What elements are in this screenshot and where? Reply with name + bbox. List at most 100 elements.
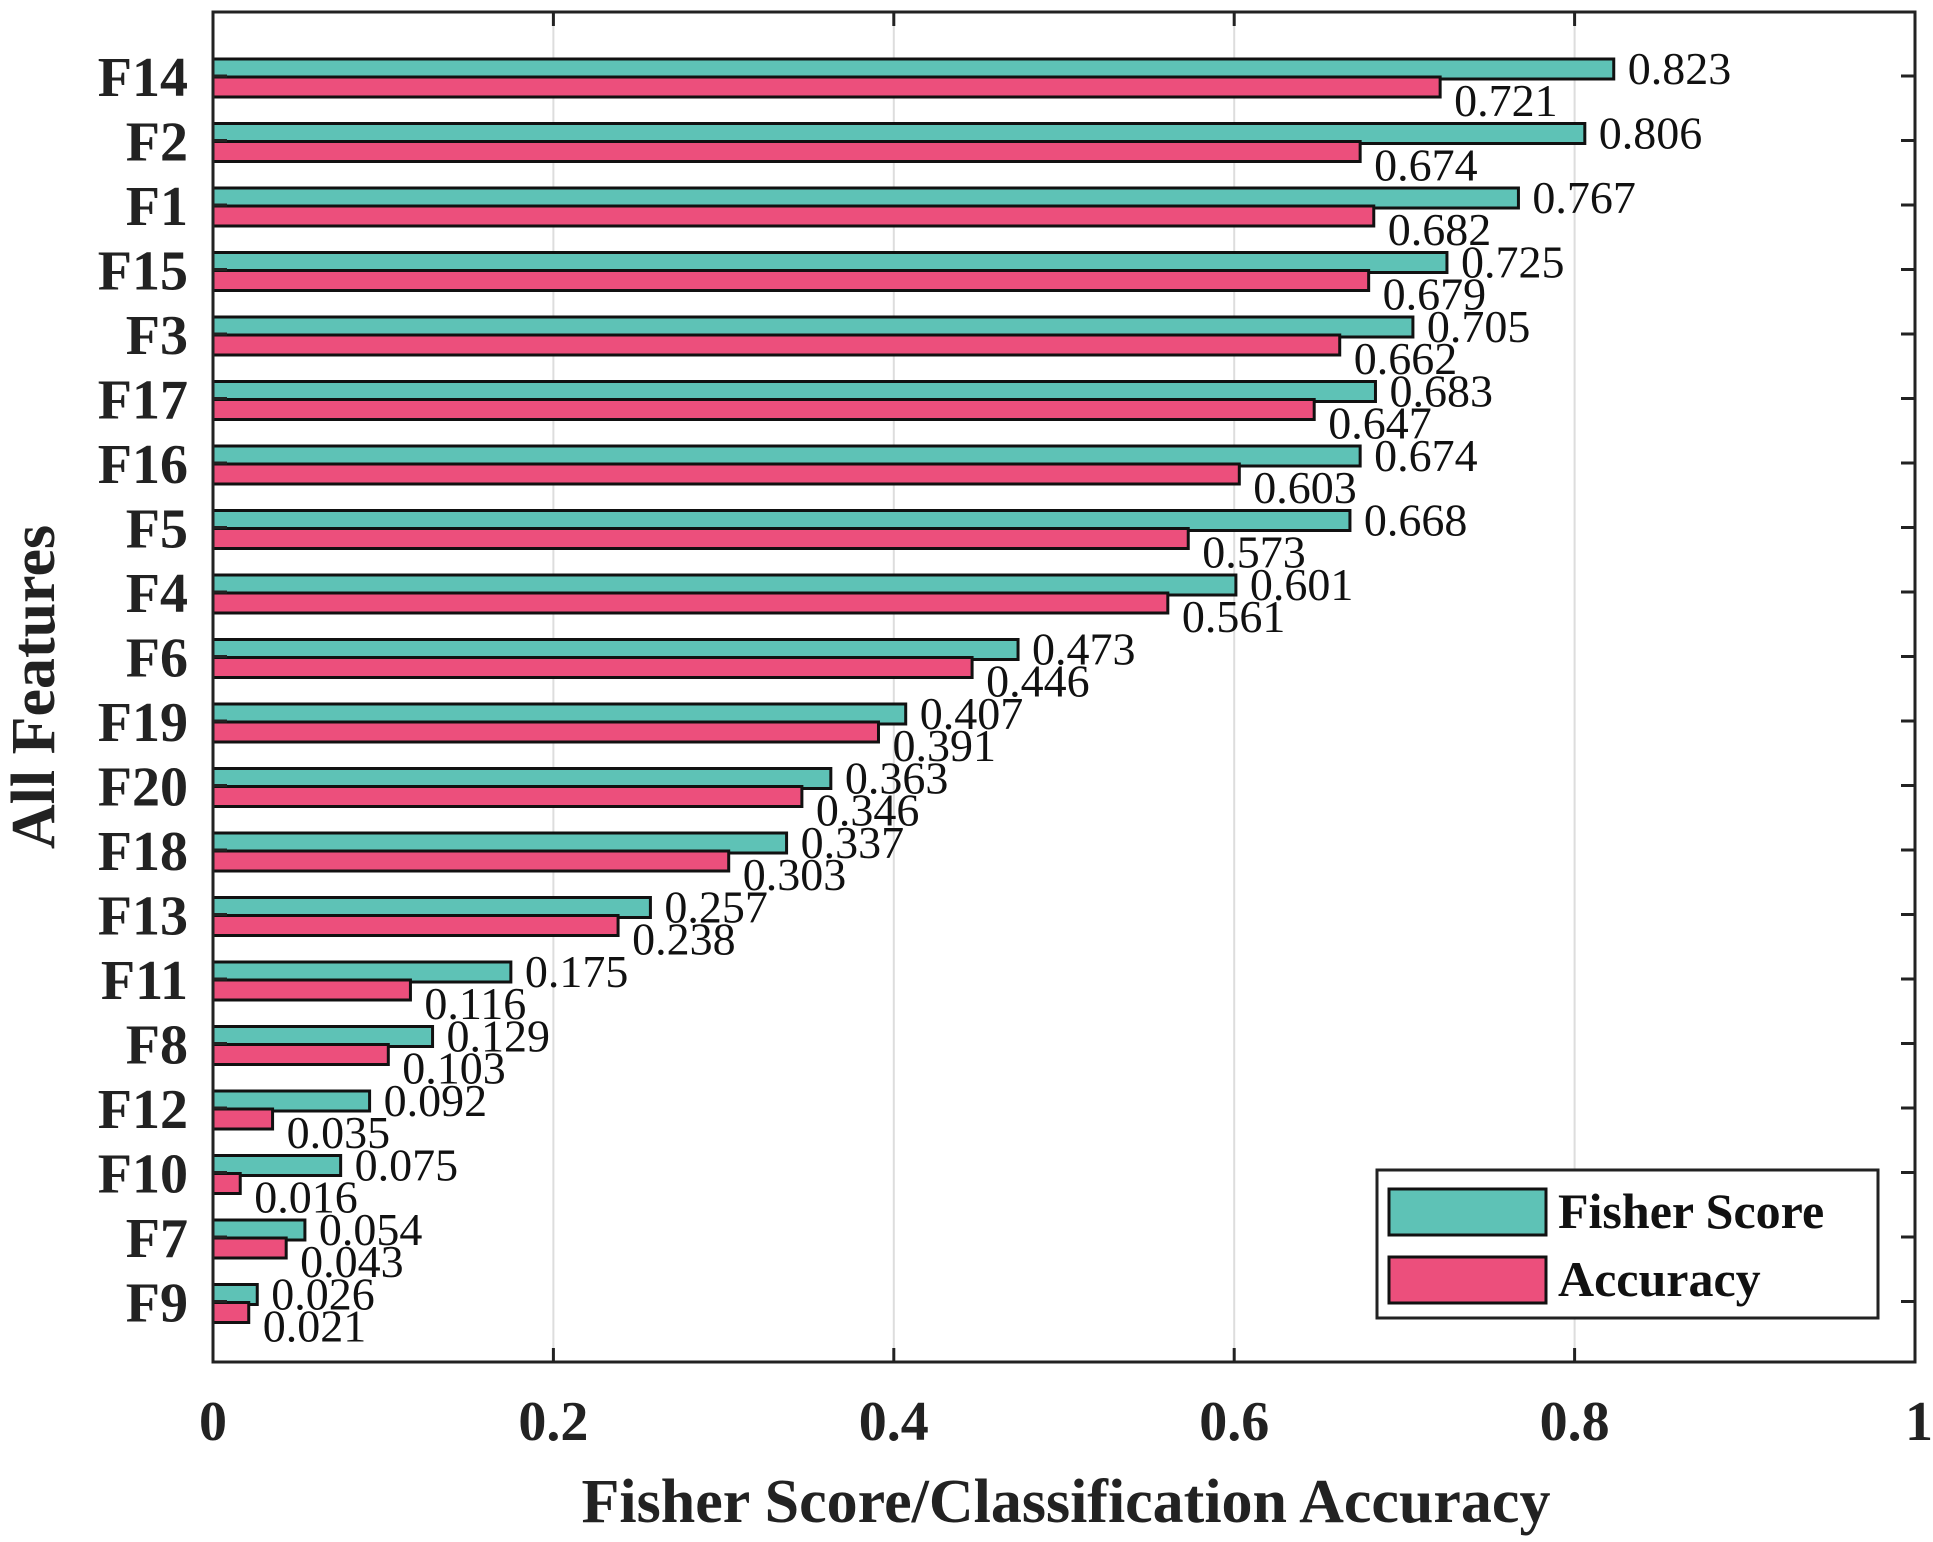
data-label-accuracy: 0.391 xyxy=(892,720,996,771)
bars xyxy=(211,57,1616,1324)
data-label-accuracy: 0.016 xyxy=(254,1172,358,1223)
data-label-accuracy: 0.035 xyxy=(287,1107,391,1158)
data-label-fisher-score: 0.363 xyxy=(845,753,949,804)
x-tick-label: 0.8 xyxy=(1540,1391,1610,1453)
data-label-accuracy: 0.303 xyxy=(743,849,847,900)
y-tick-label: F10 xyxy=(98,1144,188,1206)
bar-accuracy xyxy=(211,1043,390,1066)
data-label-fisher-score: 0.705 xyxy=(1427,301,1531,352)
data-label-accuracy: 0.561 xyxy=(1182,591,1286,642)
data-label-fisher-score: 0.725 xyxy=(1461,237,1565,288)
data-label-accuracy: 0.238 xyxy=(632,914,736,965)
y-tick-label: F5 xyxy=(126,499,188,561)
data-label-accuracy: 0.043 xyxy=(300,1236,404,1287)
y-tick-label: F9 xyxy=(126,1273,188,1335)
data-label-accuracy: 0.116 xyxy=(424,978,526,1029)
data-label-fisher-score: 0.407 xyxy=(920,688,1024,739)
y-tick-label: F19 xyxy=(98,692,188,754)
x-tick-label: 0.2 xyxy=(518,1391,588,1453)
bar-accuracy xyxy=(211,785,804,808)
bar-accuracy xyxy=(211,398,1316,421)
data-label-fisher-score: 0.674 xyxy=(1374,430,1478,481)
x-tick-label: 0.6 xyxy=(1199,1391,1269,1453)
bar-accuracy xyxy=(211,1107,275,1131)
plot-frame xyxy=(211,10,1917,1364)
y-tick-labels: F14F2F1F15F3F17F16F5F4F6F19F20F18F13F11F… xyxy=(98,47,188,1335)
data-label-accuracy: 0.573 xyxy=(1202,527,1306,578)
data-label-fisher-score: 0.337 xyxy=(801,817,905,868)
value-labels: 0.823 0.721 0.806 0.674 0.767 0.6820.7250.679… xyxy=(254,43,1731,1352)
y-tick-label: F14 xyxy=(98,47,188,109)
y-tick-label: F20 xyxy=(98,757,188,819)
y-tick-label: F2 xyxy=(126,112,188,174)
bar-accuracy xyxy=(211,978,412,1002)
data-label-accuracy: 0.021 xyxy=(263,1301,367,1352)
data-label-fisher-score: 0.668 xyxy=(1364,495,1468,546)
data-label-fisher-score: 0.257 xyxy=(664,882,768,933)
bar-accuracy xyxy=(211,269,1371,292)
y-tick-label: F15 xyxy=(98,241,188,303)
y-tick-label: F6 xyxy=(126,628,188,690)
data-label-fisher-score: 0.683 xyxy=(1389,366,1493,417)
y-tick-label: F17 xyxy=(98,370,188,432)
y-tick-label: F11 xyxy=(101,950,188,1012)
x-axis-label: Fisher Score/Classification Accuracy xyxy=(582,1468,1551,1536)
data-label-fisher-score: 0.092 xyxy=(384,1075,488,1126)
data-label-fisher-score: 0.601 xyxy=(1250,559,1354,610)
y-tick-label: F3 xyxy=(126,305,188,367)
data-label-fisher-score: 0.175 xyxy=(525,946,629,997)
data-label-accuracy: 0.103 xyxy=(402,1043,506,1094)
data-label-accuracy: 0.346 xyxy=(816,785,920,836)
x-tick-labels: 0 0.2 0.4 0.6 0.8 1 xyxy=(199,1391,1933,1453)
bar-accuracy xyxy=(211,462,1241,486)
axis-ticks xyxy=(211,12,1917,1362)
data-label-accuracy: 0.662 xyxy=(1354,333,1458,384)
data-label-fisher-score: 0.129 xyxy=(447,1011,550,1062)
bar-accuracy xyxy=(211,1236,288,1260)
bar-accuracy xyxy=(211,75,1442,99)
data-label-accuracy: 0.682 xyxy=(1388,204,1492,255)
data-label-accuracy: 0.674 xyxy=(1374,140,1478,191)
x-tick-label: 1 xyxy=(1905,1391,1933,1453)
legend: Fisher Score Accuracy xyxy=(1375,1168,1880,1320)
bar-accuracy xyxy=(211,140,1362,163)
y-tick-label: F7 xyxy=(126,1208,188,1270)
bar-accuracy xyxy=(211,1172,242,1195)
bar-accuracy xyxy=(211,720,880,744)
bar-accuracy xyxy=(211,204,1376,228)
bar-accuracy xyxy=(211,527,1190,550)
data-label-accuracy: 0.721 xyxy=(1454,75,1558,126)
y-tick-label: F12 xyxy=(98,1079,188,1141)
y-tick-label: F18 xyxy=(98,821,188,883)
data-label-fisher-score: 0.767 xyxy=(1532,172,1636,223)
bar-accuracy xyxy=(211,333,1342,357)
bar-accuracy xyxy=(211,1301,251,1324)
bar-accuracy xyxy=(211,849,731,873)
x-tick-label: 0.4 xyxy=(859,1391,929,1453)
y-tick-label: F1 xyxy=(126,176,188,238)
legend-label-accuracy: Accuracy xyxy=(1558,1251,1761,1307)
y-axis-label: All Features xyxy=(0,525,68,849)
y-tick-label: F13 xyxy=(98,886,188,948)
y-tick-label: F8 xyxy=(126,1015,188,1077)
bar-accuracy xyxy=(211,591,1170,615)
data-label-accuracy: 0.446 xyxy=(986,656,1090,707)
bar-accuracy xyxy=(211,914,620,937)
data-label-fisher-score: 0.473 xyxy=(1032,624,1136,675)
y-tick-label: F16 xyxy=(98,434,188,496)
data-label-fisher-score: 0.054 xyxy=(319,1204,423,1255)
data-label-fisher-score: 0.806 xyxy=(1599,108,1703,159)
bar-accuracy xyxy=(211,656,974,679)
data-label-accuracy: 0.679 xyxy=(1383,269,1487,320)
x-tick-label: 0 xyxy=(199,1391,227,1453)
legend-label-fisher-score: Fisher Score xyxy=(1558,1183,1824,1239)
data-label-accuracy: 0.647 xyxy=(1328,398,1432,449)
data-label-accuracy: 0.603 xyxy=(1253,462,1357,513)
data-label-fisher-score: 0.026 xyxy=(271,1269,375,1320)
data-label-fisher-score: 0.823 xyxy=(1628,43,1732,94)
legend-swatch-accuracy xyxy=(1387,1255,1548,1305)
grid-lines xyxy=(552,12,1576,1362)
y-tick-label: F4 xyxy=(126,563,188,625)
legend-swatch-fisher-score xyxy=(1387,1187,1548,1237)
